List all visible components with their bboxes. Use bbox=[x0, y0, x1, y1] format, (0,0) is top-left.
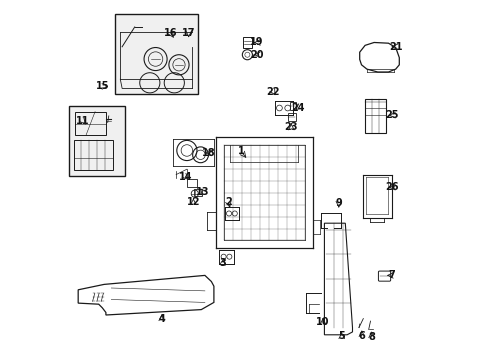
Text: 25: 25 bbox=[385, 110, 398, 120]
Text: 10: 10 bbox=[316, 317, 329, 327]
Text: 14: 14 bbox=[179, 172, 192, 182]
Text: 9: 9 bbox=[335, 198, 342, 208]
Text: 19: 19 bbox=[250, 37, 264, 48]
Text: 7: 7 bbox=[388, 270, 395, 280]
Text: 1: 1 bbox=[237, 146, 244, 156]
Text: 4: 4 bbox=[158, 314, 165, 324]
Text: 24: 24 bbox=[290, 103, 304, 113]
Text: 16: 16 bbox=[163, 28, 177, 38]
Text: 6: 6 bbox=[358, 330, 365, 341]
Text: 13: 13 bbox=[196, 187, 209, 197]
Text: 11: 11 bbox=[76, 116, 89, 126]
Text: 5: 5 bbox=[338, 330, 345, 341]
Text: 18: 18 bbox=[201, 148, 215, 158]
Text: 22: 22 bbox=[266, 87, 280, 97]
Text: 15: 15 bbox=[96, 81, 109, 91]
Text: 3: 3 bbox=[219, 258, 226, 268]
Text: 17: 17 bbox=[182, 28, 195, 38]
FancyBboxPatch shape bbox=[69, 106, 124, 176]
FancyBboxPatch shape bbox=[115, 14, 197, 94]
Text: 2: 2 bbox=[224, 197, 231, 207]
Text: 20: 20 bbox=[250, 50, 264, 60]
Text: 12: 12 bbox=[186, 197, 200, 207]
Text: 26: 26 bbox=[385, 182, 398, 192]
Text: 21: 21 bbox=[388, 42, 402, 52]
Text: 8: 8 bbox=[367, 332, 374, 342]
Text: 23: 23 bbox=[284, 122, 298, 132]
